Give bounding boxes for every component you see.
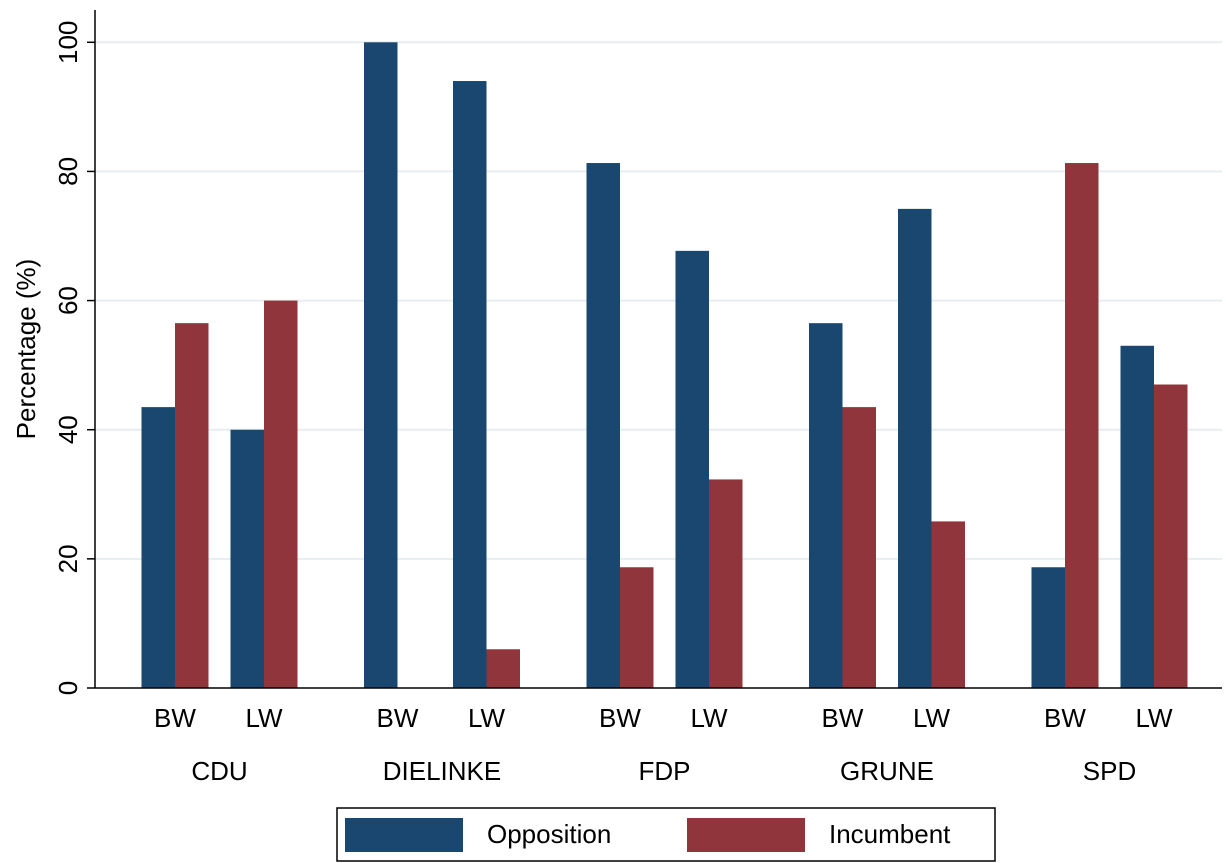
x-tick-label: LW	[913, 703, 951, 733]
bar	[264, 300, 298, 688]
bar	[842, 407, 876, 688]
bar	[364, 42, 398, 689]
x-tick-label: BW	[154, 703, 196, 733]
legend-swatch	[345, 818, 463, 852]
x-tick-label: BW	[822, 703, 864, 733]
y-tick-label: 60	[53, 286, 83, 315]
y-tick-label: 0	[53, 681, 83, 695]
group-label: CDU	[191, 756, 247, 786]
bar	[586, 163, 620, 688]
bar	[175, 323, 209, 688]
bar	[709, 479, 743, 688]
legend-label: Incumbent	[829, 819, 951, 849]
bar	[675, 250, 709, 688]
x-tick-label: LW	[468, 703, 506, 733]
bar	[1154, 384, 1188, 688]
legend-label: Opposition	[487, 819, 611, 849]
x-tick-label: LW	[245, 703, 283, 733]
x-tick-label: BW	[377, 703, 419, 733]
y-tick-label: 100	[53, 21, 83, 64]
x-tick-label: LW	[1135, 703, 1173, 733]
group-label: SPD	[1083, 756, 1136, 786]
bar	[1120, 345, 1154, 688]
bar	[809, 323, 843, 688]
legend-swatch	[687, 818, 805, 852]
x-tick-label: BW	[599, 703, 641, 733]
group-label: DIELINKE	[383, 756, 502, 786]
x-tick-label: LW	[690, 703, 728, 733]
bar	[141, 407, 175, 688]
bar	[931, 521, 965, 688]
bar	[230, 429, 264, 688]
bar	[1065, 163, 1099, 688]
y-axis-label: Percentage (%)	[11, 259, 41, 440]
bar	[1031, 567, 1065, 688]
bar	[486, 649, 520, 688]
group-label: GRUNE	[840, 756, 934, 786]
x-tick-label: BW	[1044, 703, 1086, 733]
y-tick-label: 40	[53, 415, 83, 444]
bar	[620, 567, 654, 688]
y-tick-label: 20	[53, 544, 83, 573]
bar	[453, 81, 487, 689]
y-tick-label: 80	[53, 157, 83, 186]
group-label: FDP	[639, 756, 691, 786]
bar	[898, 208, 932, 688]
